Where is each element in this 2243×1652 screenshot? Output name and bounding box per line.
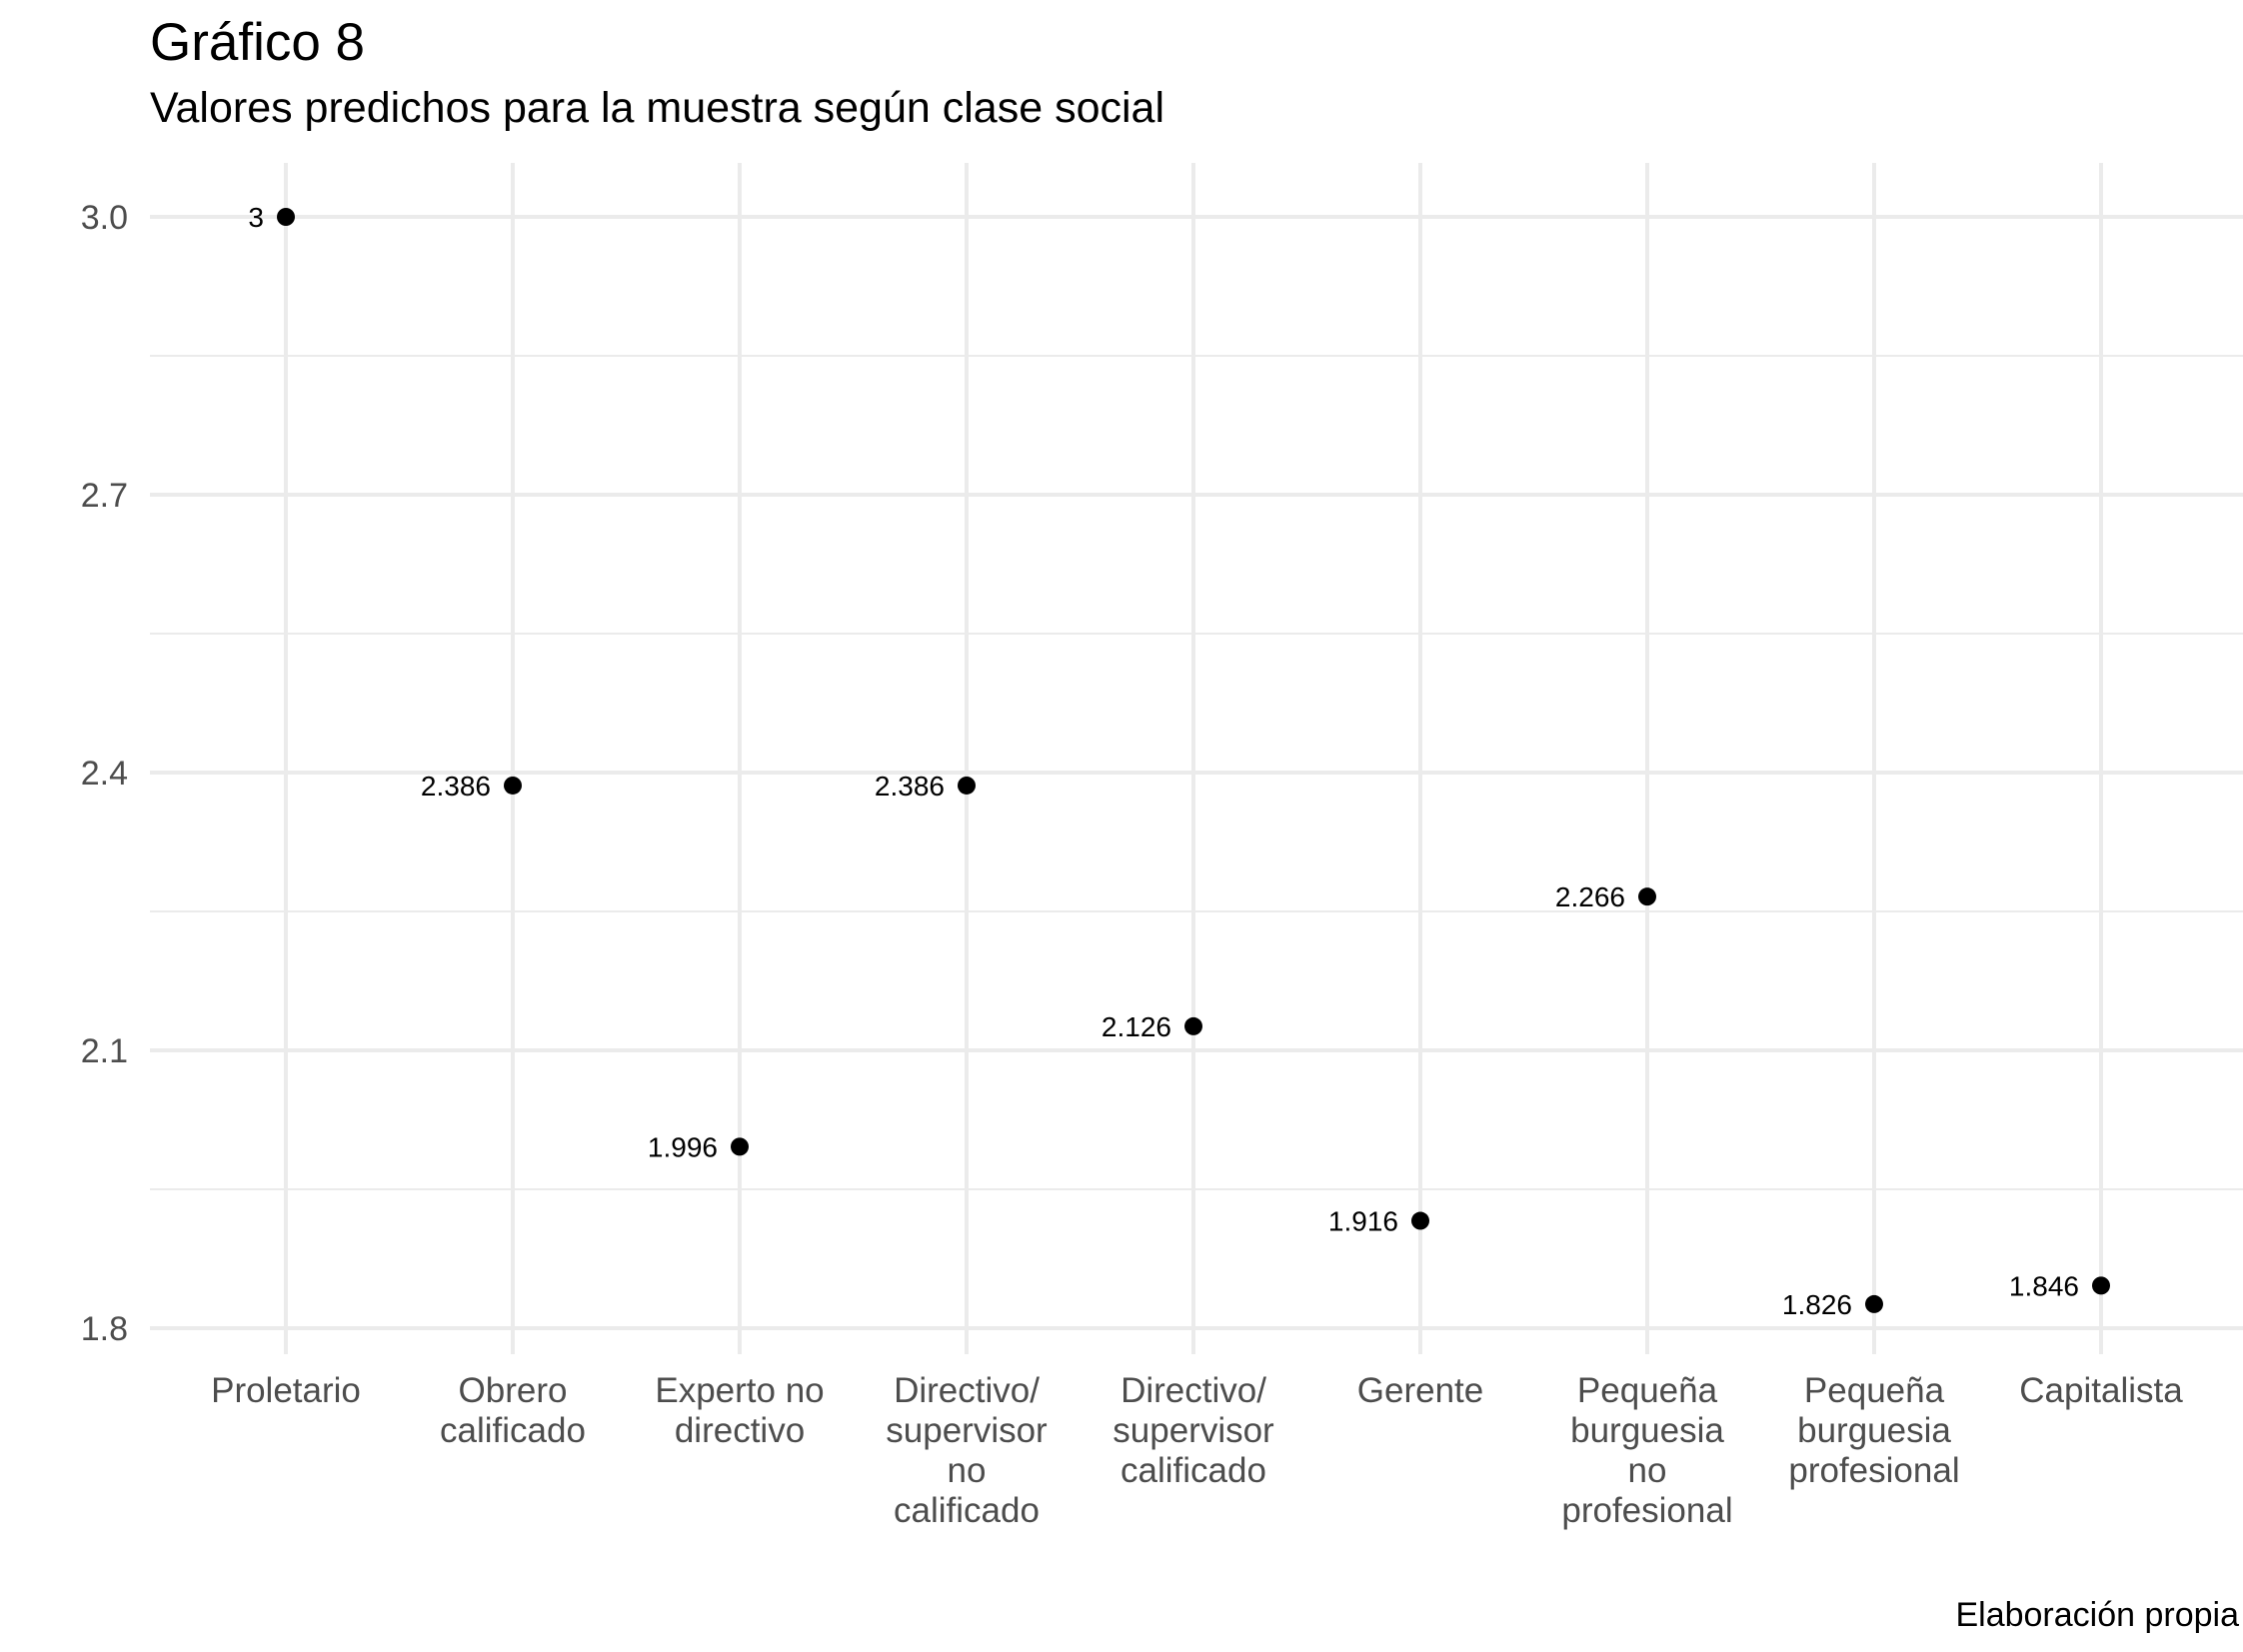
data-points [277, 208, 2110, 1313]
y-tick-label: 2.7 [81, 477, 128, 515]
x-tick-label: Experto no directivo [655, 1371, 824, 1450]
major-gridlines [150, 163, 2243, 1354]
data-label: 2.126 [1102, 1011, 1171, 1042]
data-point [1184, 1016, 1202, 1035]
data-label: 1.826 [1782, 1289, 1852, 1320]
y-tick-label: 2.4 [81, 755, 128, 793]
y-tick-label: 3.0 [81, 199, 128, 237]
data-point [1865, 1294, 1883, 1313]
data-label: 3 [248, 202, 264, 233]
data-point [2092, 1276, 2110, 1295]
x-tick-label: Gerente [1357, 1371, 1483, 1410]
x-tick-label: Pequeña burguesia no profesional [1561, 1371, 1732, 1530]
chart-title: Gráfico 8 [150, 13, 366, 72]
data-point [277, 208, 295, 226]
data-label: 1.996 [648, 1131, 718, 1162]
data-label: 2.266 [1555, 881, 1625, 912]
data-point [1411, 1211, 1429, 1230]
x-tick-label: Pequeña burguesia profesional [1788, 1371, 1959, 1490]
data-point [504, 776, 522, 795]
data-label: 1.846 [2009, 1270, 2079, 1301]
x-tick-label: Obrero calificado [440, 1371, 586, 1450]
data-label: 1.916 [1328, 1206, 1398, 1237]
x-tick-label: Capitalista [2019, 1371, 2183, 1410]
data-point [958, 776, 976, 795]
x-tick-label: Proletario [211, 1371, 361, 1410]
y-axis-tick-labels: 1.8 2.1 2.4 2.7 3.0 [81, 199, 128, 1348]
x-axis-tick-labels: Proletario Obrero calificado Experto no dire… [211, 1371, 2183, 1530]
data-point [731, 1137, 749, 1156]
data-label: 2.386 [875, 771, 945, 802]
data-point [1638, 887, 1656, 906]
x-tick-label: Directivo/supervisor calificado [1113, 1371, 1274, 1490]
chart-caption: Elaboración propia [1955, 1596, 2239, 1634]
minor-gridlines [150, 355, 2243, 1190]
data-label: 2.386 [421, 771, 491, 802]
data-labels: 3 2.386 1.996 2.386 2.126 1.916 2.266 1.826 1.84… [248, 202, 2079, 1320]
x-tick-label: Directivo/supervisor no calificado [886, 1371, 1048, 1530]
y-tick-label: 1.8 [81, 1310, 128, 1348]
y-tick-label: 2.1 [81, 1032, 128, 1070]
chart-subtitle: Valores predichos para la muestra según … [150, 84, 1165, 132]
